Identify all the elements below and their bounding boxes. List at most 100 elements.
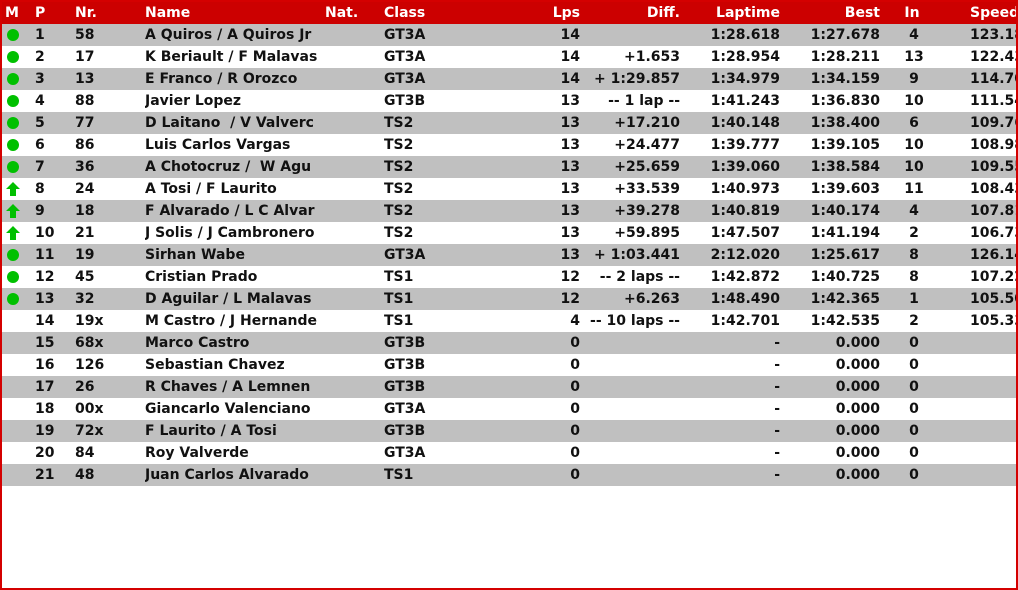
result-row: 17 26 R Chaves / A Lemnen GT3B 0 - 0.000 0 — [2, 376, 1016, 398]
status-icon — [7, 161, 19, 173]
diff: +24.477 — [614, 137, 680, 153]
position: 16 — [35, 357, 55, 373]
class: GT3B — [384, 379, 426, 395]
column-header: M — [5, 5, 19, 21]
car-number: 36 — [75, 159, 95, 175]
speed: 107.22 — [970, 269, 1016, 285]
diff: +6.263 — [623, 291, 680, 307]
driver-name: J Solis / J Cambronero — [145, 225, 315, 241]
speed: 105.50 — [970, 291, 1016, 307]
class: GT3B — [384, 335, 426, 351]
laptime: - — [774, 445, 780, 461]
best-lap: 0.000 — [835, 335, 880, 351]
driver-name: K Beriault / F Malavas — [145, 49, 318, 65]
class: GT3A — [384, 71, 426, 87]
class: TS2 — [384, 181, 414, 197]
speed: 107.81 — [970, 203, 1016, 219]
diff: +17.210 — [614, 115, 680, 131]
car-number: 19x — [75, 313, 104, 329]
position: 7 — [35, 159, 45, 175]
laptime: 1:40.148 — [710, 115, 780, 131]
column-header: Diff. — [646, 5, 680, 21]
car-number: 88 — [75, 93, 95, 109]
pits: 0 — [909, 445, 919, 461]
result-row: 12 45 Cristian Prado TS1 12 -- 2 laps -- 1:42.… — [2, 266, 1016, 288]
result-row: 5 77 D Laitano / V Valverc TS2 13 +17.210 1:40… — [2, 112, 1016, 134]
status-icon — [7, 293, 19, 305]
driver-name: Roy Valverde — [145, 445, 249, 461]
speed: 105.33 — [970, 313, 1016, 329]
status-marker — [6, 182, 20, 196]
position: 11 — [35, 247, 55, 263]
laptime: 1:39.777 — [710, 137, 780, 153]
diff: +59.895 — [614, 225, 680, 241]
pits: 1 — [909, 291, 919, 307]
driver-name: F Alvarado / L C Alvar — [145, 203, 315, 219]
result-row: 4 88 Javier Lopez GT3B 13 -- 1 lap -- 1:41.243… — [2, 90, 1016, 112]
result-row: 9 18 F Alvarado / L C Alvar TS2 13 +39.278 1:4… — [2, 200, 1016, 222]
result-row: 20 84 Roy Valverde GT3A 0 - 0.000 0 — [2, 442, 1016, 464]
column-header: Lps — [552, 5, 580, 21]
result-row: 11 19 Sirhan Wabe GT3A 13 + 1:03.441 2:12.020 1… — [2, 244, 1016, 266]
driver-name: D Aguilar / L Malavas — [145, 291, 312, 307]
status-marker — [7, 117, 19, 129]
status-marker — [7, 161, 19, 173]
result-row: 6 86 Luis Carlos Vargas TS2 13 +24.477 1:39.77… — [2, 134, 1016, 156]
best-lap: 1:42.535 — [810, 313, 880, 329]
column-header: Nr. — [75, 5, 97, 21]
car-number: 19 — [75, 247, 95, 263]
laptime: 2:12.020 — [710, 247, 780, 263]
car-number: 32 — [75, 291, 95, 307]
laps: 0 — [570, 357, 580, 373]
class: TS2 — [384, 137, 414, 153]
laps: 13 — [560, 203, 580, 219]
best-lap: 1:25.617 — [810, 247, 880, 263]
class: GT3A — [384, 27, 426, 43]
result-row: 14 19x M Castro / J Hernande TS1 4 -- 10 laps… — [2, 310, 1016, 332]
laptime: 1:39.060 — [710, 159, 780, 175]
laptime: 1:42.872 — [710, 269, 780, 285]
position: 5 — [35, 115, 45, 131]
speed: 123.18 — [970, 27, 1016, 43]
status-marker — [7, 249, 19, 261]
pits: 0 — [909, 335, 919, 351]
speed: 122.43 — [970, 49, 1016, 65]
car-number: 45 — [75, 269, 95, 285]
laps: 13 — [560, 225, 580, 241]
best-lap: 0.000 — [835, 445, 880, 461]
laptime: 1:28.618 — [710, 27, 780, 43]
best-lap: 1:40.174 — [810, 203, 880, 219]
driver-name: F Laurito / A Tosi — [145, 423, 277, 439]
laps: 13 — [560, 93, 580, 109]
status-marker — [7, 95, 19, 107]
laps: 0 — [570, 445, 580, 461]
result-row: 16 126 Sebastian Chavez GT3B 0 - 0.000 0 — [2, 354, 1016, 376]
driver-name: Sebastian Chavez — [145, 357, 285, 373]
best-lap: 0.000 — [835, 423, 880, 439]
class: TS2 — [384, 203, 414, 219]
laps: 13 — [560, 247, 580, 263]
status-marker — [6, 226, 20, 240]
status-icon — [7, 117, 19, 129]
class: TS1 — [384, 269, 414, 285]
pits: 6 — [909, 115, 919, 131]
laptime: - — [774, 423, 780, 439]
laptime: 1:42.701 — [710, 313, 780, 329]
pits: 10 — [904, 159, 924, 175]
laptime: 1:41.243 — [710, 93, 780, 109]
result-row: 18 00x Giancarlo Valenciano GT3A 0 - 0.000 0 — [2, 398, 1016, 420]
diff: + 1:03.441 — [594, 247, 680, 263]
position: 9 — [35, 203, 45, 219]
status-icon — [6, 226, 20, 240]
position: 13 — [35, 291, 55, 307]
position: 19 — [35, 423, 55, 439]
status-icon — [6, 204, 20, 218]
status-marker — [7, 293, 19, 305]
driver-name: Luis Carlos Vargas — [145, 137, 291, 153]
laps: 12 — [560, 269, 580, 285]
status-marker — [6, 204, 20, 218]
diff: -- 10 laps -- — [590, 313, 680, 329]
class: TS1 — [384, 291, 414, 307]
laptime: 1:40.819 — [710, 203, 780, 219]
status-marker — [7, 271, 19, 283]
